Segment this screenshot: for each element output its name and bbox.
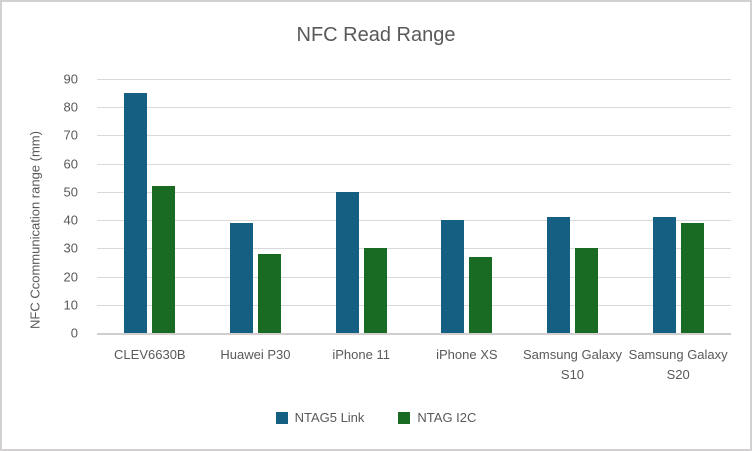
gridline [97,191,731,193]
plot-area [97,79,731,335]
y-tick-label: 10 [63,297,78,313]
chart-title: NFC Read Range [296,24,456,46]
bar-ntag5-link-iphone-xs [441,220,465,333]
x-category-label: Huawei P30 [220,347,291,362]
x-axis-line [97,333,731,335]
gridline [97,304,731,306]
legend-swatch-icon [275,411,288,424]
gridline [97,79,731,80]
x-category-label: Samsung Galaxy S20 [628,347,728,382]
gridline [97,248,731,250]
legend-item-ntag5-link: NTAG5 Link [275,410,365,425]
bar-ntag-i2c-huawei-p30 [258,253,281,333]
y-tick-label: 50 [63,184,78,200]
y-tick-label: 80 [63,99,78,115]
y-tick-label: 40 [63,212,78,228]
bar-ntag5-link-samsung-galaxy-s20 [652,217,676,333]
legend-label: NTAG5 Link [294,410,365,425]
y-tick-label: 70 [63,127,78,143]
y-tick-label: 30 [63,240,78,256]
bar-ntag5-link-samsung-galaxy-s10 [547,217,570,333]
bar-ntag-i2c-samsung-galaxy-s10 [575,248,598,333]
bar-ntag5-link-clev6630b [124,93,148,333]
legend-label: NTAG I2C [417,410,477,425]
bar-ntag-i2c-samsung-galaxy-s20 [680,222,704,333]
x-category-label: Samsung Galaxy S10 [522,347,622,382]
gridline [97,107,731,109]
legend: NTAG5 Link NTAG I2C [2,410,750,425]
gridline [97,135,731,137]
legend-swatch-icon [398,411,411,424]
gridline [97,163,731,165]
gridline [97,276,731,278]
bar-ntag-i2c-iphone-xs [469,256,493,333]
x-category-label: iPhone 11 [332,347,390,362]
gridline [97,220,731,222]
bar-ntag5-link-huawei-p30 [230,222,253,333]
legend-item-ntag-i2c: NTAG I2C [398,410,476,425]
y-tick-label: 90 [63,71,78,87]
y-tick-label: 0 [70,325,78,341]
x-category-label: CLEV6630B [114,347,186,362]
y-tick-label: 60 [63,156,78,172]
y-tick-label: 20 [63,269,78,285]
bar-ntag-i2c-clev6630b [152,186,176,333]
bar-ntag5-link-iphone-11 [335,191,359,333]
bar-ntag-i2c-iphone-11 [363,248,387,333]
x-category-label: iPhone XS [436,347,498,362]
